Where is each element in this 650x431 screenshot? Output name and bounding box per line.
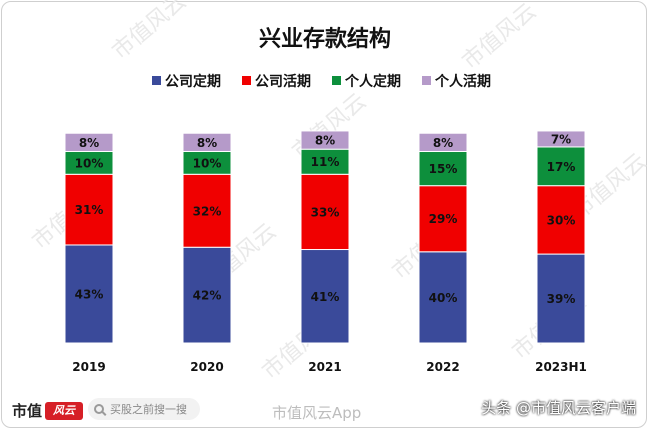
data-label: 30%	[547, 213, 576, 227]
bar-segment	[182, 246, 232, 344]
data-label: 43%	[75, 287, 104, 301]
bar-segment	[418, 251, 468, 344]
footer-bar: 市值 风云 买股之前搜一搜 市值风云App 头条 @市值风云客户端	[0, 392, 650, 431]
bar-segment	[64, 173, 114, 246]
data-label: 7%	[551, 132, 571, 146]
data-label: 17%	[547, 160, 576, 174]
data-label: 8%	[197, 136, 217, 150]
data-label: 32%	[193, 204, 222, 218]
data-label: 10%	[193, 156, 222, 170]
watermark-text: 市值风云	[458, 0, 541, 75]
bar-segment	[64, 132, 114, 152]
bar-segment	[536, 146, 586, 187]
watermark-text: 市值风云	[108, 0, 191, 65]
data-label: 39%	[547, 292, 576, 306]
bars: 43% 31% 10% 8% 42% 32% 10% 8% 41% 33% 11% 8% 40% 29% 1…	[64, 130, 586, 344]
app-watermark: 市值风云App	[272, 404, 362, 422]
legend-label: 个人定期	[344, 73, 401, 90]
bar-segment	[418, 185, 468, 253]
data-label: 11%	[311, 155, 340, 169]
legend-label: 公司定期	[165, 73, 221, 90]
chart-title: 兴业存款结构	[259, 26, 391, 52]
legend-swatch	[422, 76, 431, 85]
data-label: 33%	[311, 205, 340, 219]
data-label: 8%	[79, 136, 99, 150]
x-axis-labels: 2019 2020 2021 2022 2023H1	[72, 360, 587, 374]
data-label: 40%	[429, 291, 458, 305]
source-watermark: 头条 @市值风云客户端	[481, 399, 636, 417]
legend: 公司定期 公司活期 个人定期 个人活期	[152, 73, 491, 90]
data-label: 8%	[433, 136, 453, 150]
data-label: 41%	[311, 290, 340, 304]
bar-segment	[300, 249, 350, 344]
legend-swatch	[332, 76, 341, 85]
data-label: 29%	[429, 212, 458, 226]
search-placeholder: 买股之前搜一搜	[110, 403, 187, 416]
bar-segment	[418, 132, 468, 152]
bar-segment	[182, 173, 232, 248]
data-label: 8%	[315, 134, 335, 148]
brand-logo: 市值 风云	[12, 400, 84, 421]
data-label: 42%	[193, 289, 222, 303]
legend-label: 个人活期	[434, 73, 491, 90]
bar-segment	[536, 130, 586, 148]
data-label: 10%	[75, 156, 104, 170]
search-input[interactable]: 买股之前搜一搜	[88, 398, 200, 420]
bar-segment	[300, 173, 350, 251]
bar-segment	[300, 130, 350, 150]
legend-swatch	[152, 76, 161, 85]
x-tick-label: 2022	[426, 360, 459, 374]
x-tick-label: 2019	[72, 360, 105, 374]
data-label: 15%	[429, 162, 458, 176]
bar-segment	[300, 148, 350, 175]
x-tick-label: 2020	[190, 360, 223, 374]
data-label: 31%	[75, 203, 104, 217]
bar-segment	[536, 185, 586, 255]
bar-segment	[536, 253, 586, 344]
bar-segment	[64, 244, 114, 344]
brand-text: 市值	[12, 402, 43, 420]
legend-swatch	[242, 76, 251, 85]
search-icon	[94, 404, 104, 414]
legend-label: 公司活期	[255, 73, 311, 90]
x-tick-label: 2023H1	[535, 360, 587, 374]
x-tick-label: 2021	[308, 360, 341, 374]
brand-mark: 风云	[45, 401, 84, 420]
bar-segment	[418, 150, 468, 187]
bar-segment	[182, 132, 232, 152]
